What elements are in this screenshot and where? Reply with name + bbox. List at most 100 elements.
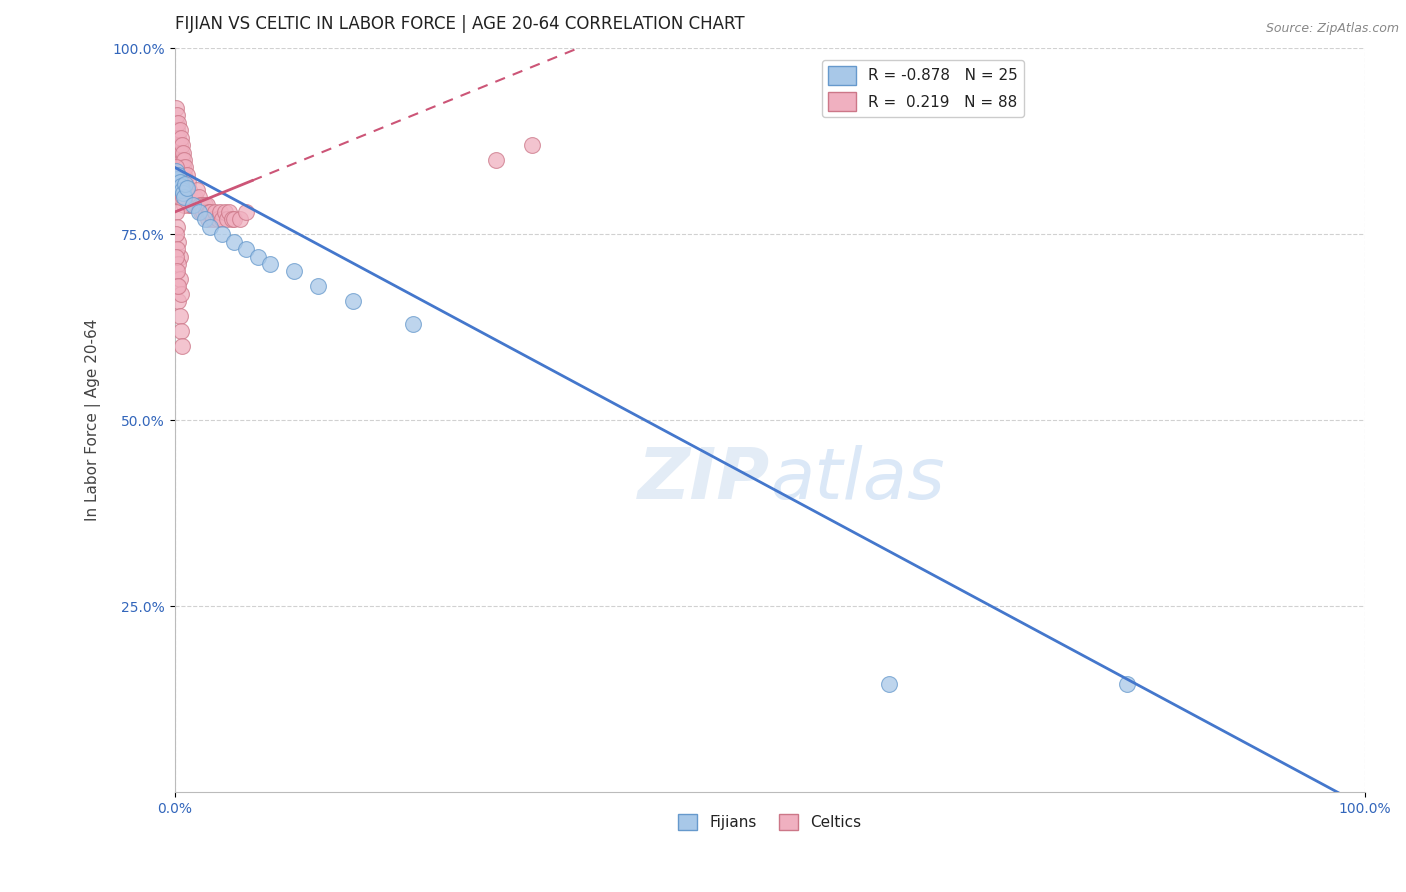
Point	[180, 197, 202, 211]
Point	[170, 161, 193, 175]
Point	[197, 212, 219, 227]
Point	[165, 227, 187, 242]
Point	[170, 183, 193, 197]
Point	[485, 153, 508, 167]
Point	[224, 212, 246, 227]
Point	[188, 197, 211, 211]
Text: FIJIAN VS CELTIC IN LABOR FORCE | AGE 20-64 CORRELATION CHART: FIJIAN VS CELTIC IN LABOR FORCE | AGE 20…	[174, 15, 744, 33]
Point	[166, 219, 188, 234]
Point	[166, 138, 188, 153]
Point	[166, 123, 188, 137]
Point	[201, 212, 224, 227]
Point	[200, 205, 222, 219]
Text: Source: ZipAtlas.com: Source: ZipAtlas.com	[1265, 22, 1399, 36]
Point	[221, 212, 243, 227]
Point	[173, 168, 195, 182]
Point	[169, 153, 191, 167]
Text: atlas: atlas	[769, 445, 945, 514]
Legend: Fijians, Celtics: Fijians, Celtics	[672, 808, 868, 837]
Point	[200, 219, 222, 234]
Point	[179, 190, 201, 204]
Point	[177, 197, 200, 211]
Point	[204, 205, 226, 219]
Point	[166, 175, 188, 189]
Point	[167, 130, 190, 145]
Point	[166, 279, 188, 293]
Point	[193, 197, 215, 211]
Y-axis label: In Labor Force | Age 20-64: In Labor Force | Age 20-64	[86, 319, 101, 522]
Point	[167, 168, 190, 182]
Point	[186, 197, 208, 211]
Point	[170, 324, 193, 338]
Point	[191, 197, 214, 211]
Point	[172, 186, 194, 201]
Point	[165, 205, 187, 219]
Point	[167, 235, 190, 249]
Point	[167, 116, 190, 130]
Point	[165, 250, 187, 264]
Point	[173, 190, 195, 204]
Point	[167, 294, 190, 309]
Point	[166, 171, 188, 186]
Point	[235, 242, 257, 256]
Point	[283, 264, 305, 278]
Point	[167, 145, 190, 160]
Point	[166, 242, 188, 256]
Point	[170, 153, 193, 167]
Point	[172, 175, 194, 189]
Point	[224, 235, 246, 249]
Point	[174, 175, 197, 189]
Point	[193, 212, 215, 227]
Text: ZIP: ZIP	[637, 445, 769, 514]
Point	[1115, 677, 1137, 691]
Point	[877, 677, 900, 691]
Point	[165, 161, 187, 175]
Point	[187, 205, 209, 219]
Point	[170, 138, 193, 153]
Point	[181, 197, 204, 211]
Point	[184, 190, 207, 204]
Point	[169, 138, 191, 153]
Point	[247, 250, 270, 264]
Point	[217, 212, 239, 227]
Point	[166, 108, 188, 122]
Point	[172, 161, 194, 175]
Point	[169, 309, 191, 323]
Point	[172, 145, 194, 160]
Point	[165, 116, 187, 130]
Point	[170, 130, 193, 145]
Point	[174, 177, 197, 191]
Point	[167, 257, 190, 271]
Point	[165, 101, 187, 115]
Point	[198, 205, 221, 219]
Point	[195, 197, 218, 211]
Point	[211, 227, 233, 242]
Point	[520, 138, 543, 153]
Point	[165, 164, 187, 178]
Point	[177, 175, 200, 189]
Point	[166, 264, 188, 278]
Point	[174, 161, 197, 175]
Point	[183, 197, 205, 211]
Point	[173, 197, 195, 211]
Point	[170, 168, 193, 182]
Point	[177, 190, 200, 204]
Point	[165, 264, 187, 278]
Point	[235, 205, 257, 219]
Point	[207, 212, 229, 227]
Point	[218, 205, 240, 219]
Point	[214, 205, 236, 219]
Point	[307, 279, 329, 293]
Point	[194, 205, 217, 219]
Point	[259, 257, 281, 271]
Point	[402, 317, 425, 331]
Point	[170, 175, 193, 189]
Point	[229, 212, 252, 227]
Point	[181, 190, 204, 204]
Point	[169, 250, 191, 264]
Point	[170, 145, 193, 160]
Point	[169, 190, 191, 204]
Point	[170, 179, 193, 194]
Point	[176, 168, 198, 182]
Point	[167, 279, 190, 293]
